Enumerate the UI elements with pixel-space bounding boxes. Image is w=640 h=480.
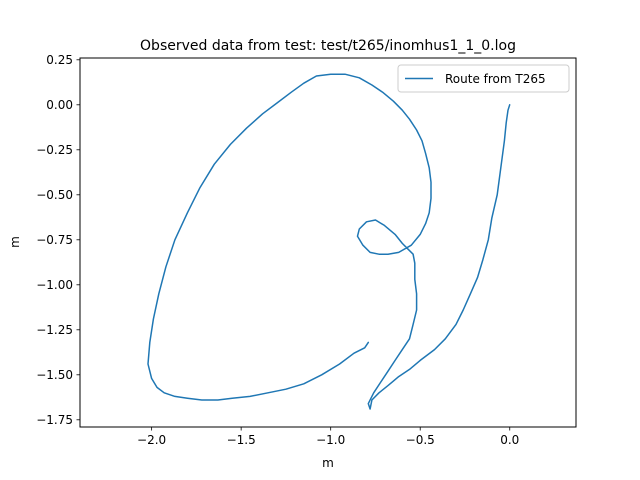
- y-tick-label: 0.25: [46, 53, 73, 67]
- y-tick-label: −0.50: [36, 188, 73, 202]
- y-tick-label: −1.50: [36, 368, 73, 382]
- y-tick-label: −0.75: [36, 233, 73, 247]
- x-axis: −2.0 −1.5 −1.0 −0.5 0.0: [137, 427, 519, 447]
- y-tick-label: 0.00: [46, 98, 73, 112]
- x-tick-label: −2.0: [137, 433, 166, 447]
- y-tick-label: −1.00: [36, 278, 73, 292]
- y-tick-label: −1.25: [36, 323, 73, 337]
- legend-box: [397, 64, 570, 93]
- y-axis: 0.25 0.00 −0.25 −0.50 −0.75 −1.00 −1.25 −1.50 −1…: [36, 53, 80, 427]
- y-axis-label: m: [8, 236, 22, 248]
- x-tick-label: −1.5: [227, 433, 256, 447]
- series-line-0: [147, 73, 511, 410]
- y-tick-label: −1.75: [36, 413, 73, 427]
- x-tick-label: −0.5: [406, 433, 435, 447]
- legend: Route from T265: [397, 64, 570, 93]
- x-axis-label: m: [322, 456, 334, 470]
- x-tick-label: −1.0: [316, 433, 345, 447]
- axes-frame: [79, 57, 577, 428]
- legend-label: Route from T265: [445, 72, 546, 86]
- x-tick-label: 0.0: [500, 433, 519, 447]
- chart-title: Observed data from test: test/t265/inomh…: [140, 38, 516, 54]
- plot-area: [147, 73, 511, 410]
- y-tick-label: −0.25: [36, 143, 73, 157]
